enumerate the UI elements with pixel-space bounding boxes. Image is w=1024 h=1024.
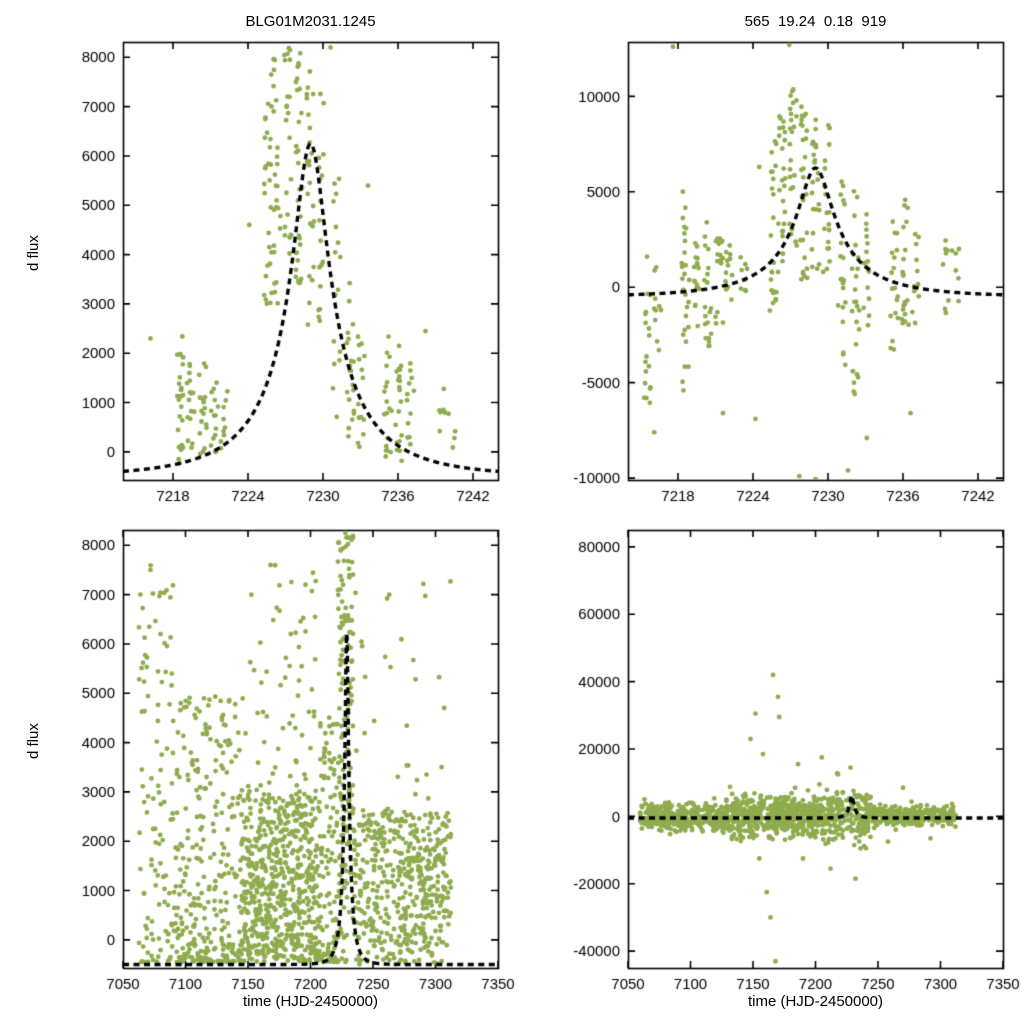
panel-title-object-id: BLG01M2031.1245 [245,13,376,30]
x-axis-label-bottom-right: time (HJD-2450000) [747,993,884,1010]
y-axis-label-top: d flux [25,235,42,271]
panel-title-fit-parameters: 565 19.24 0.18 919 [744,13,887,30]
y-axis-label-bottom: d flux [25,723,42,759]
x-axis-label-bottom-left: time (HJD-2450000) [242,993,379,1010]
